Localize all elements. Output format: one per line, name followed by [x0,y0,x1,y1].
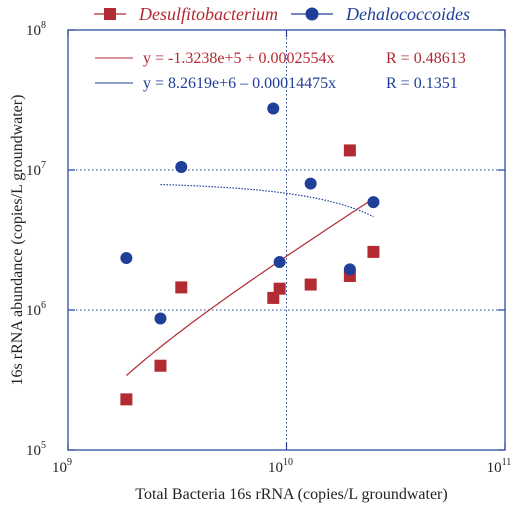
point-dehalococcoides [367,196,380,209]
x-axis-label: Total Bacteria 16s rRNA (copies/L ground… [135,486,447,503]
fit-equation-desulfitobacterium: y = -1.3238e+5 + 0.0002554x [143,50,335,67]
point-desulfitobacterium [120,393,133,406]
y-tick-label: 105 [26,440,46,459]
legend-label-dehalococcoides: Dehalococcoides [345,4,470,24]
y-tick-label: 108 [26,20,46,39]
point-dehalococcoides [154,312,167,325]
point-desulfitobacterium [267,291,280,304]
legend-marker-desulfitobacterium [104,8,116,20]
point-desulfitobacterium [154,359,167,372]
point-dehalococcoides [304,177,317,190]
fit-r-dehalococcoides: R = 0.1351 [386,75,458,92]
x-tick-label: 1011 [487,457,512,476]
x-tick-label: 109 [52,457,72,476]
legend-label-desulfitobacterium: Desulfitobacterium [138,4,278,24]
point-dehalococcoides [343,263,356,276]
legend-entry-dehalococcoides: Dehalococcoides [291,4,470,24]
point-dehalococcoides [267,102,280,115]
point-dehalococcoides [120,252,133,265]
fit-line-desulfitobacterium [125,198,374,377]
point-desulfitobacterium [304,278,317,291]
fit-line-dehalococcoides [160,183,374,218]
point-dehalococcoides [273,256,286,269]
fit-equation-dehalococcoides: y = 8.2619e+6 – 0.00014475x [143,75,336,92]
fit-r-desulfitobacterium: R = 0.48613 [386,50,466,67]
point-desulfitobacterium [343,144,356,157]
legend-marker-dehalococcoides [305,7,319,21]
y-tick-label: 107 [26,160,46,179]
y-axis-label: 16s rRNA abundance (copies/L groundwater… [9,95,26,386]
point-desulfitobacterium [175,281,188,294]
x-tick-label: 1010 [268,457,293,476]
legend: Desulfitobacterium Dehalococcoides [94,4,470,24]
fit-annotations: y = -1.3238e+5 + 0.0002554x R = 0.48613 … [95,50,466,92]
y-tick-label: 106 [26,300,46,319]
point-desulfitobacterium [273,282,286,295]
reference-lines [68,30,505,450]
point-desulfitobacterium [367,245,380,258]
legend-entry-desulfitobacterium: Desulfitobacterium [94,4,278,24]
fit-lines [125,183,374,377]
data-points [120,102,380,406]
point-dehalococcoides [175,161,188,174]
